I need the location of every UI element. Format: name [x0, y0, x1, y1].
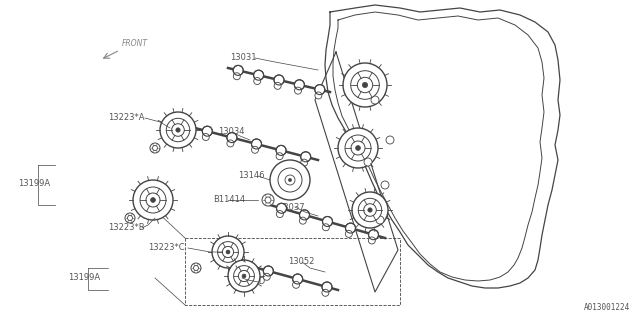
Circle shape [357, 77, 372, 93]
Circle shape [133, 180, 173, 220]
Circle shape [356, 146, 360, 150]
Circle shape [358, 198, 381, 222]
Circle shape [228, 260, 260, 292]
Circle shape [315, 92, 322, 99]
Circle shape [202, 126, 212, 136]
Circle shape [386, 136, 394, 144]
Circle shape [338, 128, 378, 168]
Text: 13031: 13031 [230, 53, 257, 62]
Circle shape [270, 160, 310, 200]
Circle shape [150, 143, 160, 153]
Circle shape [160, 112, 196, 148]
Text: 13037: 13037 [278, 203, 305, 212]
Text: A013001224: A013001224 [584, 303, 630, 312]
Circle shape [127, 215, 132, 220]
Circle shape [176, 128, 180, 132]
Circle shape [362, 82, 367, 88]
Circle shape [322, 289, 329, 296]
Text: FRONT: FRONT [122, 39, 148, 48]
Circle shape [226, 250, 230, 254]
Circle shape [150, 197, 156, 203]
Circle shape [242, 274, 246, 278]
Circle shape [234, 265, 241, 272]
Text: 13223*A: 13223*A [108, 114, 145, 123]
Circle shape [218, 242, 239, 262]
Text: 13199A: 13199A [68, 274, 100, 283]
Circle shape [234, 258, 244, 268]
Circle shape [252, 139, 262, 149]
Circle shape [292, 274, 303, 284]
Circle shape [276, 203, 287, 213]
Circle shape [300, 210, 310, 220]
Circle shape [263, 273, 270, 280]
Circle shape [263, 266, 273, 276]
Text: B11414: B11414 [213, 196, 245, 204]
Circle shape [294, 87, 301, 94]
Circle shape [371, 96, 379, 104]
Text: 13052: 13052 [288, 258, 314, 267]
Circle shape [274, 75, 284, 85]
Circle shape [285, 175, 295, 185]
Circle shape [346, 223, 355, 233]
Circle shape [352, 192, 388, 228]
Circle shape [322, 282, 332, 292]
Circle shape [202, 133, 209, 140]
Circle shape [172, 124, 184, 136]
Circle shape [300, 217, 307, 224]
Circle shape [351, 141, 365, 155]
Circle shape [227, 140, 234, 147]
Text: 13146: 13146 [238, 172, 264, 180]
Circle shape [212, 236, 244, 268]
Circle shape [274, 82, 281, 89]
Circle shape [140, 187, 166, 213]
Circle shape [191, 263, 201, 273]
Text: 13223*B: 13223*B [108, 223, 145, 233]
Circle shape [276, 211, 284, 218]
Circle shape [227, 132, 237, 143]
Circle shape [146, 193, 160, 207]
Circle shape [368, 208, 372, 212]
Circle shape [252, 146, 259, 153]
Circle shape [301, 159, 308, 166]
Circle shape [369, 230, 378, 240]
Circle shape [294, 80, 305, 90]
Circle shape [351, 71, 380, 99]
Circle shape [323, 224, 330, 231]
Circle shape [166, 118, 189, 142]
Text: 13223*D: 13223*D [228, 277, 265, 286]
Circle shape [381, 181, 389, 189]
Circle shape [276, 153, 283, 160]
Circle shape [152, 146, 157, 150]
Circle shape [234, 266, 255, 286]
Circle shape [265, 197, 271, 203]
Text: 13034: 13034 [218, 127, 244, 137]
Circle shape [323, 217, 333, 227]
Text: 13199A: 13199A [18, 179, 50, 188]
Circle shape [223, 246, 234, 258]
Circle shape [276, 145, 286, 156]
Circle shape [234, 73, 241, 80]
Circle shape [253, 77, 260, 84]
Circle shape [346, 230, 353, 237]
Circle shape [369, 237, 375, 244]
Circle shape [262, 194, 274, 206]
Circle shape [233, 65, 243, 76]
Circle shape [301, 152, 310, 162]
Circle shape [343, 63, 387, 107]
Circle shape [364, 158, 372, 166]
Circle shape [292, 281, 300, 288]
Circle shape [239, 270, 250, 282]
Circle shape [253, 70, 264, 80]
Circle shape [125, 213, 135, 223]
Circle shape [193, 266, 198, 270]
Circle shape [315, 84, 325, 95]
Circle shape [364, 204, 376, 216]
Circle shape [345, 135, 371, 161]
Text: 13223*C: 13223*C [148, 244, 184, 252]
Circle shape [376, 216, 384, 224]
Circle shape [289, 179, 292, 181]
Circle shape [278, 168, 302, 192]
